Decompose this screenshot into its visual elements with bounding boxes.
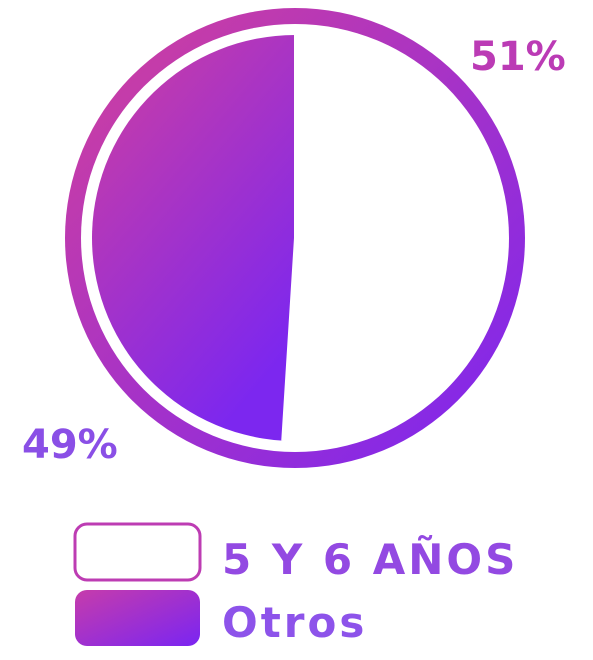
pie-slice-otros [92,35,295,441]
pie-slices [84,27,506,449]
data-label-5-y-6-anos: 51% [470,34,566,80]
legend-label-otros: Otros [222,598,367,647]
pie-slice-separator [281,35,296,441]
legend-label-5-y-6-anos: 5 Y 6 AÑOS [222,534,518,584]
data-label-otros: 49% [22,422,118,468]
pie-inner-highlight [84,27,506,449]
legend-swatch-otros [75,590,200,646]
pie-slice-5-y-6-a-os [282,35,499,442]
legend-swatch-5-y-6-anos [73,522,202,582]
